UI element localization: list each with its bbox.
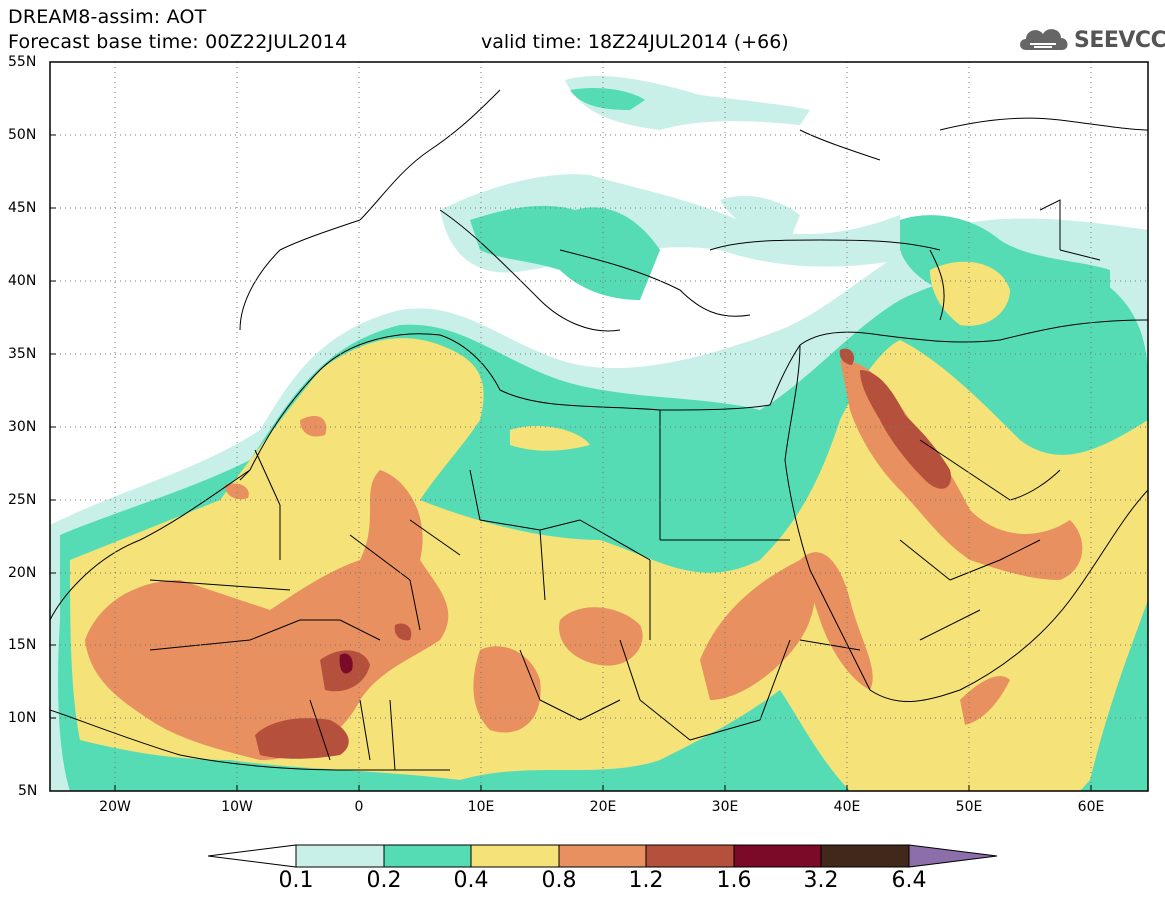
lon-label-60e: 60E — [1077, 799, 1105, 815]
colorbar-label-6.4: 6.4 — [891, 868, 927, 893]
seevccc-logo: SEEVCCC — [1016, 22, 1165, 56]
colorbar-label-3.2: 3.2 — [803, 868, 839, 893]
colorbar-swatch-4 — [558, 844, 647, 868]
colorbar-label-0.1: 0.1 — [278, 868, 314, 893]
colorbar-overflow — [908, 844, 998, 868]
lon-label-30e: 30E — [711, 799, 739, 815]
lon-label-50e: 50E — [955, 799, 983, 815]
base-time: Forecast base time: 00Z22JUL2014 — [8, 31, 348, 53]
lat-label-40n: 40N — [8, 273, 37, 289]
lat-label-35n: 35N — [8, 346, 37, 362]
lon-label-0: 0 — [354, 799, 364, 815]
lat-label-15n: 15N — [8, 637, 37, 653]
colorbar-swatch-3 — [470, 844, 560, 868]
lat-label-45n: 45N — [8, 200, 37, 216]
colorbar-label-0.2: 0.2 — [366, 868, 402, 893]
axis-ticks — [50, 61, 1092, 791]
lat-label-30n: 30N — [8, 419, 37, 435]
colorbar-underflow — [207, 844, 297, 868]
lon-label-20w: 20W — [99, 799, 131, 815]
coastlines — [50, 89, 1148, 771]
colorbar-label-0.8: 0.8 — [541, 868, 577, 893]
colorbar-swatch-1 — [295, 844, 385, 868]
colorbar-swatch-7 — [820, 844, 910, 868]
lon-label-40e: 40E — [833, 799, 861, 815]
valid-time: valid time: 18Z24JUL2014 (+66) — [481, 31, 789, 53]
cloud-icon — [1020, 29, 1068, 50]
graticule — [50, 62, 1148, 791]
lat-label-25n: 25N — [8, 492, 37, 508]
colorbar-label-1.6: 1.6 — [716, 868, 752, 893]
colorbar-label-1.2: 1.2 — [628, 868, 664, 893]
aot-band-1.6 — [339, 653, 353, 674]
lat-label-10n: 10N — [8, 710, 37, 726]
colorbar-swatch-5 — [645, 844, 735, 868]
logo-text: SEEVCCC — [1074, 28, 1165, 53]
lat-label-50n: 50N — [8, 127, 37, 143]
colorbar-swatch-2 — [383, 844, 472, 868]
lon-label-20e: 20E — [589, 799, 617, 815]
lon-label-10e: 10E — [467, 799, 495, 815]
map-title: DREAM8-assim: AOT — [8, 6, 207, 28]
lat-label-20n: 20N — [8, 565, 37, 581]
colorbar-swatch-6 — [733, 844, 822, 868]
colorbar-label-0.4: 0.4 — [453, 868, 489, 893]
lat-label-55n: 55N — [8, 54, 37, 70]
colorbar — [207, 844, 998, 868]
lat-label-5n: 5N — [18, 783, 38, 799]
lon-label-10w: 10W — [221, 799, 253, 815]
